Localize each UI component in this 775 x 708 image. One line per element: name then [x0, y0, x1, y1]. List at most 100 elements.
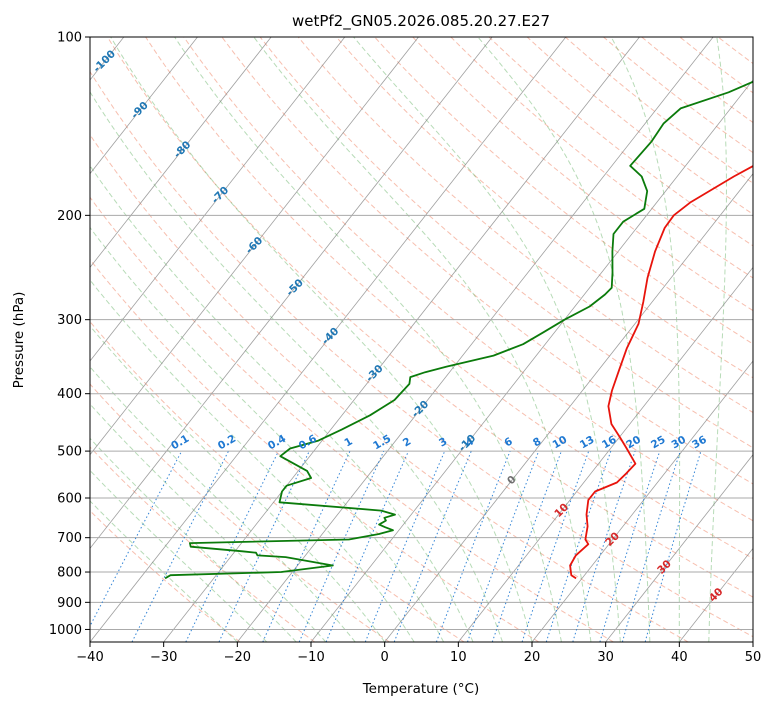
x-tick-label: 20	[524, 650, 541, 665]
moist-adiabat	[90, 469, 268, 642]
mixing-ratio-line	[131, 450, 229, 642]
x-axis-label: Temperature (°C)	[362, 681, 480, 697]
isotherm	[605, 454, 753, 642]
isotherm	[90, 37, 419, 456]
x-tick-label: 40	[671, 650, 688, 665]
moist-adiabat	[90, 403, 327, 642]
mixing-ratio-line	[298, 450, 385, 642]
moist-adiabat	[610, 37, 681, 642]
isotherm	[531, 360, 753, 642]
mixing-ratio-line	[521, 450, 590, 642]
moist-adiabat	[90, 91, 503, 642]
dry-adiabat	[336, 37, 753, 379]
mixing-ratio-label: 0.1	[169, 433, 191, 453]
dry-adiabat	[90, 133, 689, 642]
isotherm	[679, 547, 753, 642]
mixing-ratio-line	[599, 450, 661, 642]
mixing-ratio-line	[325, 450, 409, 642]
mixing-ratio-label: 3	[437, 435, 449, 449]
mixing-ratio-line	[435, 450, 511, 642]
mixing-ratio-line	[644, 450, 702, 642]
chart-title: wetPf2_GN05.2026.085.20.27.E27	[292, 12, 550, 31]
isotherm-label: -60	[243, 235, 265, 257]
dry-adiabat	[756, 37, 775, 642]
isotherm-label: -100	[91, 48, 118, 75]
isotherm	[90, 37, 493, 549]
x-tick-label: −30	[150, 650, 177, 665]
temperature-line	[569, 165, 753, 580]
series-layer	[164, 80, 753, 580]
y-tick-label: 200	[57, 209, 82, 224]
dewpoint-line	[164, 80, 753, 580]
dry-adiabat	[679, 37, 753, 94]
mixing-ratio-line	[572, 450, 636, 642]
mixing-ratio-label: 36	[690, 434, 709, 452]
isotherm	[90, 37, 346, 362]
axes: −40 −30 −20 −10 0 10 20 30 40 5010009008007006005…	[49, 31, 761, 666]
isotherm-label: 20	[603, 530, 622, 549]
isotherm-label: -70	[209, 184, 231, 206]
dry-adiabat	[90, 510, 241, 642]
dry-adiabat	[90, 446, 315, 642]
isotherm	[90, 37, 198, 175]
mixing-ratio-line	[491, 450, 562, 642]
isotherm-label: 10	[552, 501, 571, 520]
dry-adiabat	[90, 70, 753, 638]
plot-frame	[89, 36, 754, 643]
dry-adiabat	[374, 37, 753, 345]
isotherm	[90, 37, 272, 268]
mixing-ratio-label: 0.4	[266, 433, 288, 453]
dry-adiabat	[107, 37, 753, 598]
y-tick-label: 500	[57, 445, 82, 460]
x-tick-label: 0	[381, 650, 389, 665]
mixing-ratio-label: 10	[551, 434, 570, 452]
dry-adiabat	[488, 37, 753, 247]
y-tick-label: 100	[57, 31, 82, 46]
mixing-ratio-label: 13	[578, 434, 597, 452]
isotherm	[458, 266, 753, 642]
dry-adiabat	[526, 37, 753, 215]
isotherm-label: -40	[320, 325, 342, 347]
moist-adiabat	[253, 37, 592, 642]
dry-adiabat	[90, 196, 614, 642]
mixing-ratio-line	[545, 450, 612, 642]
mixing-ratio-label: 1	[342, 435, 354, 449]
y-tick-label: 800	[57, 566, 82, 581]
mixing-ratio-label: 2	[401, 435, 413, 449]
moist-adiabat	[174, 37, 562, 642]
mixing-ratio-line	[218, 450, 310, 642]
isotherm	[752, 641, 753, 642]
dry-adiabat	[717, 37, 753, 65]
isotherm-label: -20	[409, 398, 431, 420]
mixing-ratio-line	[185, 450, 279, 642]
dry-adiabat	[90, 258, 540, 642]
moist-adiabat	[90, 437, 297, 642]
annotation-layer: 0.1 0.2 0.4 0.6 1 1.5 2 3 4 6 8 10 13 16 20 25 30 36-100-…	[91, 48, 726, 605]
mixing-ratio-line	[364, 450, 446, 642]
dry-adiabat	[564, 37, 753, 184]
dry-adiabat	[297, 37, 753, 414]
x-tick-label: 50	[745, 650, 762, 665]
dry-adiabat	[603, 37, 753, 154]
isotherm	[90, 37, 567, 642]
background-grid	[90, 37, 775, 642]
mixing-ratio-label: 1.5	[371, 433, 393, 453]
isotherm	[237, 37, 714, 642]
isotherm-label: -80	[172, 139, 194, 161]
mixing-ratio-label: 30	[669, 434, 688, 452]
x-tick-label: −40	[76, 650, 103, 665]
x-tick-label: 30	[597, 650, 614, 665]
isotherm-label: 30	[655, 558, 674, 577]
y-tick-label: 600	[57, 492, 82, 507]
dry-adiabat	[412, 37, 753, 312]
mixing-ratio-line	[467, 450, 540, 642]
moist-adiabat	[708, 37, 728, 642]
isotherm	[384, 173, 753, 642]
isotherm-label: -90	[129, 99, 151, 121]
moist-adiabat	[90, 279, 415, 642]
mixing-ratio-line	[621, 450, 681, 642]
mixing-ratio-label: 0.2	[216, 433, 238, 453]
x-tick-label: −10	[297, 650, 324, 665]
y-tick-label: 400	[57, 387, 82, 402]
